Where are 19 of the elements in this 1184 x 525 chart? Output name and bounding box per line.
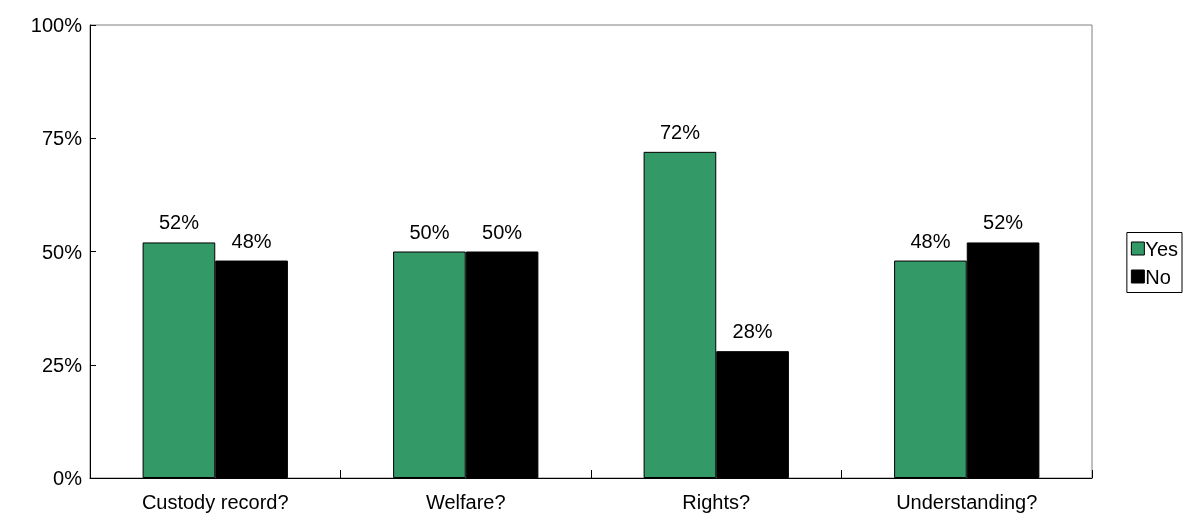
legend-label: Yes	[1145, 237, 1179, 260]
y-tick-label: 0%	[53, 467, 83, 489]
y-tick-label: 75%	[41, 127, 83, 150]
data-label: 50%	[409, 220, 450, 243]
x-tick-label: Welfare?	[425, 491, 506, 513]
data-label: 50%	[482, 220, 523, 243]
data-label: 28%	[732, 320, 773, 343]
x-tick-label: Rights?	[682, 491, 751, 513]
data-label: 48%	[910, 229, 951, 252]
data-label: 52%	[983, 211, 1024, 234]
data-label: 52%	[158, 211, 200, 234]
data-label: 48%	[231, 229, 272, 252]
legend-label: No	[1145, 265, 1171, 288]
y-tick-label: 100%	[30, 14, 83, 36]
x-tick-label: Custody record?	[141, 491, 289, 513]
y-tick-label: 25%	[41, 353, 83, 376]
x-tick-label: Understanding?	[896, 491, 1038, 513]
y-tick-label: 50%	[41, 240, 83, 263]
data-label: 72%	[659, 120, 701, 143]
